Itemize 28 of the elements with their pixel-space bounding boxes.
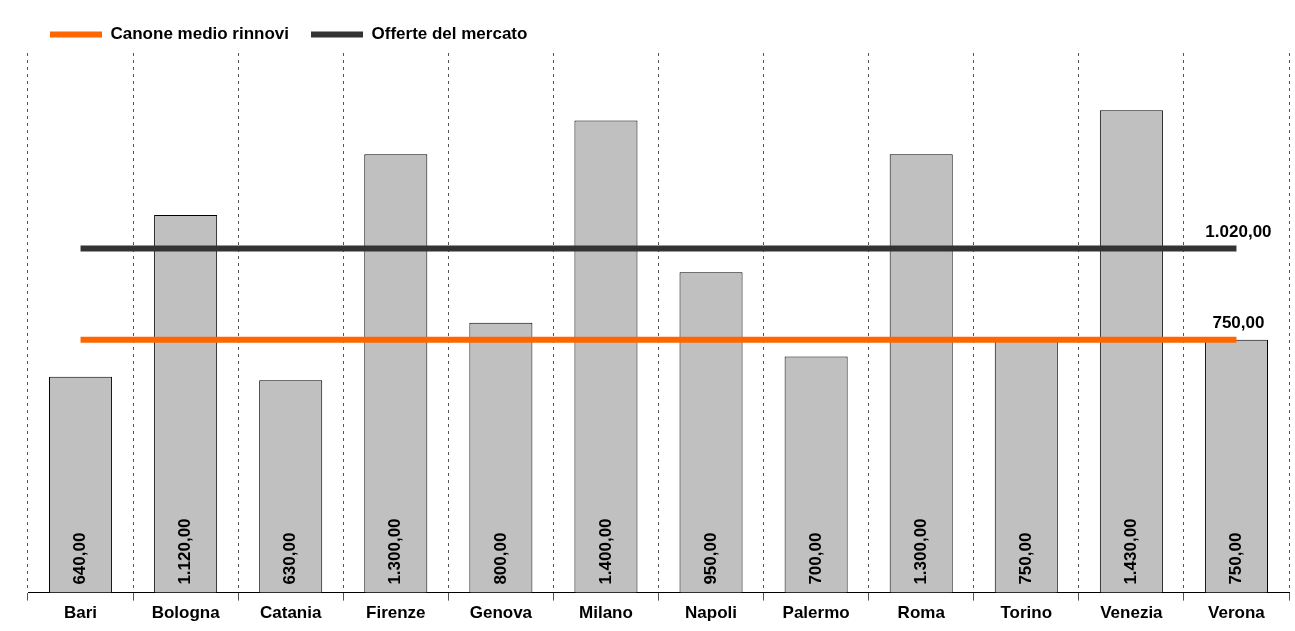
data-label: 1.300,00	[910, 518, 930, 585]
data-label: 1.430,00	[1121, 518, 1141, 585]
data-label: 640,00	[70, 532, 90, 585]
data-label: 630,00	[280, 532, 300, 585]
data-label: 1.300,00	[385, 518, 405, 585]
legend-label: Offerte del mercato	[371, 24, 528, 44]
x-tick-label: Palermo	[782, 603, 850, 623]
data-label: 750,00	[1015, 532, 1035, 585]
x-tick-label: Genova	[469, 603, 533, 623]
data-label: 1.120,00	[175, 518, 195, 585]
x-tick-label: Torino	[1000, 603, 1053, 623]
data-label: 1.400,00	[595, 518, 615, 585]
data-label: 1.020,00	[1205, 221, 1272, 241]
x-tick-label: Verona	[1208, 603, 1266, 623]
x-tick-label: Bologna	[151, 603, 221, 623]
x-tick-label: Bari	[64, 603, 98, 623]
data-label: 750,00	[1226, 532, 1246, 585]
x-tick-label: Roma	[897, 603, 946, 623]
x-tick-label: Catania	[260, 603, 322, 623]
x-tick-label: Firenze	[366, 603, 426, 623]
data-label: 800,00	[490, 532, 510, 585]
x-tick-label: Venezia	[1100, 603, 1164, 623]
x-tick-label: Milano	[579, 603, 633, 623]
data-label: 750,00	[1212, 312, 1265, 332]
data-label: 950,00	[700, 532, 720, 585]
legend-label: Canone medio rinnovi	[110, 24, 290, 44]
data-label: 700,00	[805, 532, 825, 585]
x-tick-label: Napoli	[685, 603, 738, 623]
